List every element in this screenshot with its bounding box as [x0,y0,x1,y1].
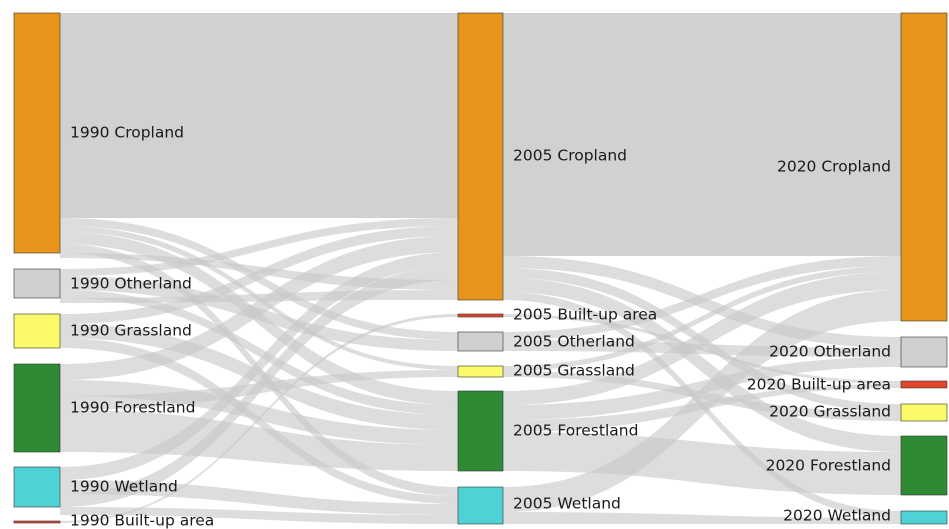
node-c2005-forest[interactable] [457,390,504,472]
node-c2005-crop[interactable] [457,12,504,301]
node-label-c1990-forest: 1990 Forestland [70,399,195,417]
node-c2020-forest[interactable] [900,435,948,496]
flow-link [503,432,901,495]
flow-link [60,266,458,507]
node-label-c2020-wet: 2020 Wetland [783,507,891,525]
flow-link-cropland-1 [503,13,901,256]
flow-link [503,512,901,524]
node-label-c2005-wet: 2005 Wetland [513,495,621,513]
node-c1990-built[interactable] [13,520,61,524]
node-label-c2005-forest: 2005 Forestland [513,422,638,440]
node-label-c2020-built: 2020 Built-up area [747,376,891,394]
flow-link [503,290,901,500]
flow-link [60,338,458,504]
flow-link [60,480,458,515]
node-label-c2020-other: 2020 Otherland [769,343,891,361]
node-c1990-other[interactable] [13,268,61,299]
node-c2020-grass[interactable] [900,403,948,422]
flow-link [503,340,901,357]
flow-link [60,252,458,480]
node-c2005-grass[interactable] [457,365,504,378]
flow-link [503,306,901,512]
node-label-c2005-crop: 2005 Cropland [513,147,627,165]
node-label-c2005-built: 2005 Built-up area [513,306,657,324]
node-c2020-crop[interactable] [900,12,948,322]
flow-link [60,507,458,524]
node-c2005-other[interactable] [457,331,504,352]
node-c2005-built[interactable] [457,313,504,318]
node-c2005-wet[interactable] [457,486,504,525]
node-c1990-crop[interactable] [13,12,61,254]
node-c1990-grass[interactable] [13,313,61,349]
node-label-c1990-wet: 1990 Wetland [70,478,178,496]
node-label-c1990-other: 1990 Otherland [70,275,192,293]
flow-link [60,410,458,471]
flow-link [60,290,458,303]
land-use-nodes [13,12,948,525]
node-c2020-built[interactable] [900,380,948,389]
flow-link [503,266,901,371]
node-labels: 1990 Cropland 1990 Otherland 1990 Grasslan… [70,124,891,529]
node-label-c1990-crop: 1990 Cropland [70,124,184,142]
flow-link [60,290,458,415]
node-c2020-other[interactable] [900,336,948,368]
node-label-c2005-grass: 2005 Grassland [513,362,635,380]
node-label-c2020-crop: 2020 Cropland [777,158,891,176]
flow-link [60,324,458,430]
node-label-c1990-built: 1990 Built-up area [70,512,214,529]
flow-link [60,218,458,276]
node-label-c2020-forest: 2020 Forestland [766,457,891,475]
flow-link [60,226,458,324]
node-c1990-wet[interactable] [13,466,61,508]
flow-link [503,272,901,405]
flow-link [503,278,901,452]
node-c2020-wet[interactable] [900,510,948,525]
flow-link [503,256,901,340]
node-label-c1990-grass: 1990 Grassland [70,322,192,340]
flow-link-cropland-0 [60,13,458,218]
node-c1990-forest[interactable] [13,363,61,453]
flow-links [60,13,901,524]
flow-link [60,253,458,290]
node-label-c2020-grass: 2020 Grassland [769,403,891,421]
flow-link [60,314,458,523]
flow-link [60,236,458,380]
node-label-c2005-other: 2005 Otherland [513,333,635,351]
